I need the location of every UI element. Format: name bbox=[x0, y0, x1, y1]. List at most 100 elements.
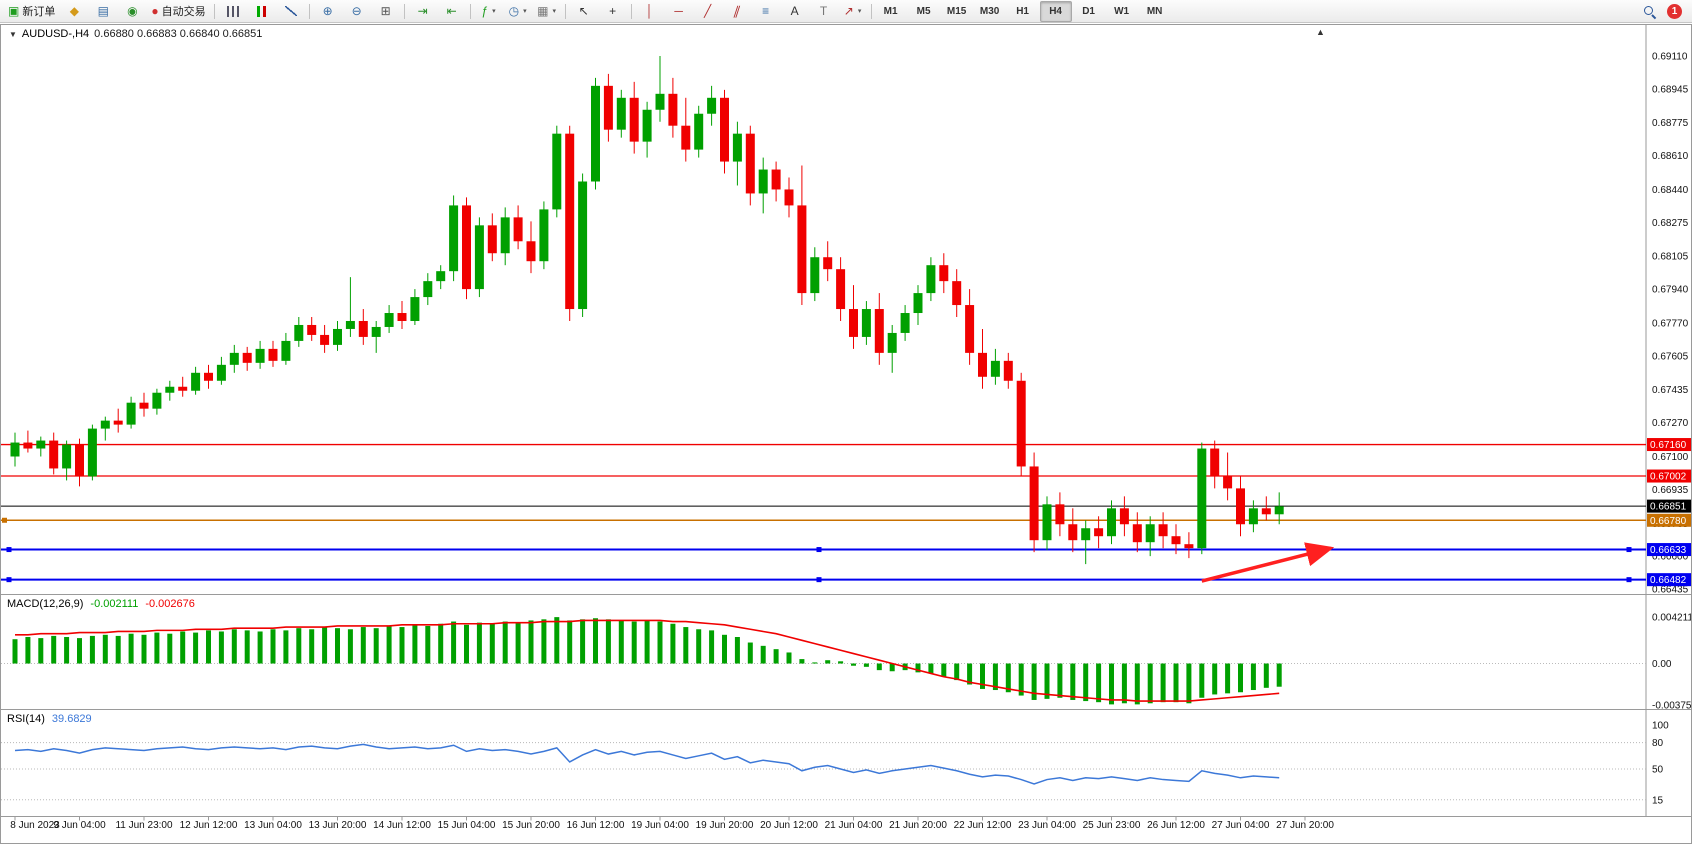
shapes-button[interactable]: ↗ ▾ bbox=[839, 1, 867, 22]
dropdown-arrow-icon: ▾ bbox=[552, 8, 557, 15]
new-order-button[interactable]: ▣ 新订单 bbox=[4, 1, 59, 22]
svg-text:9 Jun 04:00: 9 Jun 04:00 bbox=[53, 820, 106, 831]
cursor-icon: ↖ bbox=[578, 4, 589, 18]
chart-canvas[interactable]: 0.69110 0.68945 0.68775 0.68610 0.68440 0.682… bbox=[1, 25, 1691, 843]
svg-text:20 Jun 12:00: 20 Jun 12:00 bbox=[760, 820, 818, 831]
bar-chart-icon bbox=[226, 5, 239, 17]
svg-text:19 Jun 04:00: 19 Jun 04:00 bbox=[631, 820, 689, 831]
text-icon: A bbox=[790, 4, 799, 18]
chart-window: 0.69110 0.68945 0.68775 0.68610 0.68440 0.682… bbox=[0, 24, 1692, 844]
crosshair-icon: + bbox=[609, 4, 617, 18]
rsi-label-text: RSI(14) bbox=[7, 713, 45, 725]
auto-scroll-button[interactable]: ⇥ bbox=[409, 1, 437, 22]
chart-shift-button[interactable]: ⇤ bbox=[438, 1, 466, 22]
svg-text:100: 100 bbox=[1652, 721, 1669, 732]
tile-windows-icon: ⊞ bbox=[380, 4, 391, 18]
channel-button[interactable]: ∥ bbox=[723, 1, 751, 22]
zoom-in-button[interactable]: ⊕ bbox=[314, 1, 342, 22]
horizontal-line-button[interactable]: ─ bbox=[665, 1, 693, 22]
dropdown-arrow-icon: ▾ bbox=[492, 8, 496, 15]
svg-text:12 Jun 12:00: 12 Jun 12:00 bbox=[180, 820, 238, 831]
market-icon: ◆ bbox=[69, 4, 79, 18]
auto-trading-button[interactable]: ● 自动交易 bbox=[147, 1, 209, 22]
indicators-icon: ƒ bbox=[481, 4, 489, 18]
timeframe-bar: M1 M5 M15 M30 H1 H4 D1 W1 MN bbox=[875, 0, 1171, 22]
notification-badge[interactable]: 1 bbox=[1667, 3, 1682, 19]
vertical-line-button[interactable]: │ bbox=[636, 1, 664, 22]
timeframe-w1-button[interactable]: W1 bbox=[1114, 5, 1130, 17]
svg-text:0.67270: 0.67270 bbox=[1652, 418, 1689, 429]
rsi-panel: 100 80 50 15 bbox=[1, 721, 1669, 806]
candlestick-icon bbox=[255, 5, 268, 17]
svg-text:22 Jun 12:00: 22 Jun 12:00 bbox=[954, 820, 1012, 831]
bar-chart-button[interactable] bbox=[219, 1, 247, 22]
svg-text:0.004211: 0.004211 bbox=[1652, 613, 1691, 624]
timeframe-m15-button[interactable]: M15 bbox=[946, 5, 967, 17]
chart-shift-icon: ⇤ bbox=[446, 4, 457, 18]
svg-text:13 Jun 20:00: 13 Jun 20:00 bbox=[309, 820, 367, 831]
svg-text:15: 15 bbox=[1652, 795, 1664, 806]
svg-text:0.66935: 0.66935 bbox=[1652, 485, 1689, 496]
svg-text:0.66851: 0.66851 bbox=[1650, 502, 1687, 513]
profiles-icon: ▤ bbox=[97, 4, 110, 18]
svg-text:0.66482: 0.66482 bbox=[1650, 575, 1687, 586]
svg-text:26 Jun 12:00: 26 Jun 12:00 bbox=[1147, 820, 1205, 831]
svg-text:0.67160: 0.67160 bbox=[1650, 440, 1687, 451]
timeframe-d1-button[interactable]: D1 bbox=[1082, 5, 1095, 17]
line-chart-button[interactable] bbox=[277, 1, 305, 22]
zoom-out-button[interactable]: ⊖ bbox=[343, 1, 371, 22]
text-button[interactable]: A bbox=[781, 1, 809, 22]
auto-trading-button-label: 自动交易 bbox=[161, 6, 206, 18]
timeframe-m30-button[interactable]: M30 bbox=[979, 5, 1000, 17]
svg-text:0.68105: 0.68105 bbox=[1652, 252, 1689, 263]
toolbar-separator bbox=[469, 3, 471, 19]
search-icon bbox=[1643, 5, 1656, 18]
svg-text:14 Jun 12:00: 14 Jun 12:00 bbox=[373, 820, 431, 831]
templates-button[interactable]: ▦ ▾ bbox=[533, 1, 561, 22]
svg-text:0.66600: 0.66600 bbox=[1652, 552, 1689, 563]
timeframe-m5-button[interactable]: M5 bbox=[916, 5, 931, 17]
rsi-indicator-label: RSI(14) 39.6829 bbox=[7, 713, 92, 725]
chart-title: ▼ AUDUSD-,H4 0.66880 0.66883 0.66840 0.6… bbox=[9, 28, 262, 40]
timeframe-mn-button[interactable]: MN bbox=[1146, 5, 1163, 17]
tile-windows-button[interactable]: ⊞ bbox=[372, 1, 400, 22]
fibonacci-button[interactable]: ≡ bbox=[752, 1, 780, 22]
svg-text:8 Jun 2023: 8 Jun 2023 bbox=[10, 820, 60, 831]
periods-button[interactable]: ◷ ▾ bbox=[504, 1, 532, 22]
svg-text:13 Jun 04:00: 13 Jun 04:00 bbox=[244, 820, 302, 831]
vertical-line-icon: │ bbox=[645, 4, 654, 18]
trend-arrow-annotation bbox=[1201, 542, 1335, 583]
candlestick-series bbox=[10, 55, 1284, 565]
chart-symbol-period: AUDUSD-,H4 bbox=[21, 28, 90, 40]
trendline-button[interactable]: ╱ bbox=[694, 1, 722, 22]
sounds-icon: ◉ bbox=[127, 4, 138, 18]
chart-restore-icon[interactable]: ▲ bbox=[1316, 27, 1325, 37]
level-lines bbox=[1, 443, 1646, 583]
toolbar-separator bbox=[403, 3, 405, 19]
panel-separators bbox=[1, 25, 1691, 817]
svg-text:0.68610: 0.68610 bbox=[1652, 151, 1689, 162]
indicators-button[interactable]: ƒ ▾ bbox=[475, 1, 503, 22]
label-button[interactable]: T bbox=[810, 1, 838, 22]
cursor-button[interactable]: ↖ bbox=[570, 1, 598, 22]
timeframe-h1-button[interactable]: H1 bbox=[1016, 5, 1029, 17]
search-button[interactable] bbox=[1635, 1, 1663, 22]
label-icon: T bbox=[819, 4, 828, 18]
svg-text:21 Jun 04:00: 21 Jun 04:00 bbox=[825, 820, 883, 831]
timeframe-m1-button[interactable]: M1 bbox=[883, 5, 898, 17]
sounds-button[interactable]: ◉ bbox=[118, 1, 146, 22]
toolbar-separator bbox=[213, 3, 215, 19]
dropdown-arrow-icon: ▾ bbox=[523, 8, 527, 15]
chart-dropdown-icon[interactable]: ▼ bbox=[9, 29, 17, 39]
profiles-button[interactable]: ▤ bbox=[89, 1, 117, 22]
crosshair-button[interactable]: + bbox=[599, 1, 627, 22]
svg-text:0.67435: 0.67435 bbox=[1652, 385, 1689, 396]
timeframe-h4-button[interactable]: H4 bbox=[1039, 0, 1072, 22]
candlestick-chart-button[interactable] bbox=[248, 1, 276, 22]
svg-text:21 Jun 20:00: 21 Jun 20:00 bbox=[889, 820, 947, 831]
line-chart-icon bbox=[284, 6, 297, 16]
channel-icon: ∥ bbox=[731, 4, 742, 18]
svg-text:-0.003755: -0.003755 bbox=[1652, 701, 1691, 712]
market-button[interactable]: ◆ bbox=[60, 1, 88, 22]
svg-text:80: 80 bbox=[1652, 738, 1664, 749]
